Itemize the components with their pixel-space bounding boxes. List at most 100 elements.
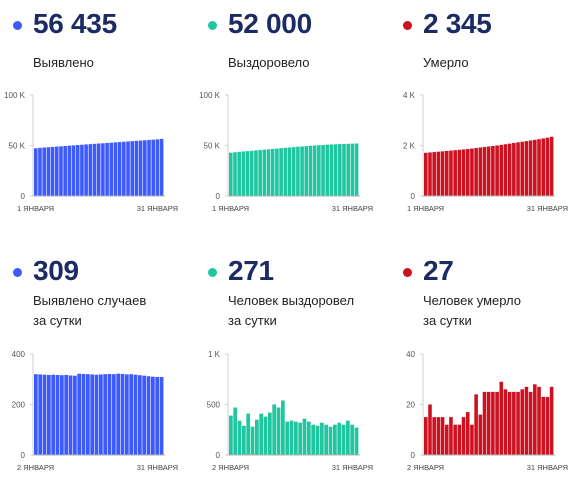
bar <box>482 391 487 456</box>
bar <box>424 152 428 196</box>
label-line: за сутки <box>423 313 472 328</box>
bar <box>516 142 520 196</box>
y-tick-label: 200 <box>12 401 26 410</box>
bar <box>465 412 470 455</box>
headline-label: Человек выздоровел за сутки <box>228 291 354 331</box>
bar <box>229 152 233 196</box>
bar <box>285 421 290 455</box>
bar <box>341 424 346 455</box>
bar <box>146 376 151 455</box>
label-line: за сутки <box>33 313 82 328</box>
bar <box>42 374 47 455</box>
bar <box>67 145 72 196</box>
bar <box>545 137 550 196</box>
y-tick-label: 0 <box>21 192 26 201</box>
bar <box>107 373 112 455</box>
headline-label: Умерло <box>423 53 469 73</box>
bar <box>312 145 317 196</box>
bar <box>474 148 478 196</box>
bar <box>38 147 42 196</box>
bar <box>507 391 512 456</box>
bar <box>354 427 359 455</box>
bar <box>77 373 82 455</box>
bar <box>537 386 541 455</box>
bar <box>440 151 445 196</box>
bar <box>283 147 288 196</box>
bar <box>133 374 138 455</box>
bar <box>151 376 155 455</box>
bar <box>159 376 164 455</box>
bar <box>63 145 67 196</box>
bar <box>457 149 462 196</box>
headline-value: 56 435 <box>33 8 117 39</box>
bar <box>88 144 93 196</box>
bar <box>302 418 307 455</box>
bar <box>304 146 309 196</box>
bar <box>516 391 520 456</box>
bar <box>328 426 333 455</box>
headline-value: 27 <box>423 255 454 286</box>
bar <box>84 144 88 196</box>
bar <box>444 150 449 196</box>
bar <box>289 420 294 455</box>
bar <box>482 147 487 196</box>
bar <box>120 373 125 455</box>
bar <box>229 415 233 455</box>
bar <box>329 144 334 196</box>
bar <box>60 375 64 455</box>
bar <box>320 422 324 455</box>
label-line: Человек выздоровел <box>228 293 355 308</box>
bar <box>512 142 516 196</box>
bar <box>117 142 122 196</box>
x-tick-label-start: 1 ЯНВАРЯ <box>212 204 249 213</box>
bar <box>296 146 300 196</box>
bar <box>272 404 277 455</box>
series-dot <box>13 21 22 30</box>
bar <box>524 141 529 196</box>
y-tick-label: 50 K <box>204 142 221 151</box>
headline-value: 2 345 <box>423 8 492 39</box>
bar <box>440 417 445 456</box>
bar <box>449 150 453 196</box>
bar <box>549 386 554 455</box>
bar <box>94 374 99 455</box>
x-tick-label-start: 2 ЯНВАРЯ <box>212 463 249 472</box>
bar <box>520 389 525 455</box>
bar <box>337 422 342 455</box>
label-line: Выявлено случаев <box>33 293 147 308</box>
bar <box>130 141 135 196</box>
panel-recovered-total: 52 000 Выздоровело 0 50 K 100 K 1 ЯНВАРЯ 31 … <box>195 0 389 245</box>
bar <box>263 416 268 455</box>
bar <box>503 144 508 196</box>
bar <box>275 148 279 196</box>
bar <box>346 143 351 196</box>
bar <box>428 152 432 196</box>
label-line: Умерло <box>423 55 469 70</box>
bar <box>350 143 355 196</box>
bar <box>266 149 271 196</box>
bar <box>512 391 516 456</box>
bar <box>54 146 59 196</box>
x-tick-label-end: 31 ЯНВАРЯ <box>332 204 373 213</box>
y-tick-label: 0 <box>411 192 416 201</box>
x-tick-label-end: 31 ЯНВАРЯ <box>137 463 178 472</box>
bar <box>338 144 342 196</box>
y-tick-label: 0 <box>216 192 221 201</box>
bar <box>113 142 118 196</box>
bar <box>541 138 546 196</box>
bar <box>549 136 554 196</box>
bar <box>545 396 550 455</box>
y-tick-label: 1 K <box>208 350 221 359</box>
bar <box>333 424 337 455</box>
bar <box>524 386 529 455</box>
label-line: Выявлено <box>33 55 94 70</box>
bar <box>346 420 350 455</box>
bar <box>453 424 457 455</box>
bar <box>449 417 453 456</box>
bar <box>255 419 259 455</box>
bar <box>281 400 285 455</box>
bar <box>71 145 76 196</box>
series-dot <box>208 268 217 277</box>
x-tick-label-start: 2 ЯНВАРЯ <box>407 463 444 472</box>
bar <box>129 374 134 455</box>
